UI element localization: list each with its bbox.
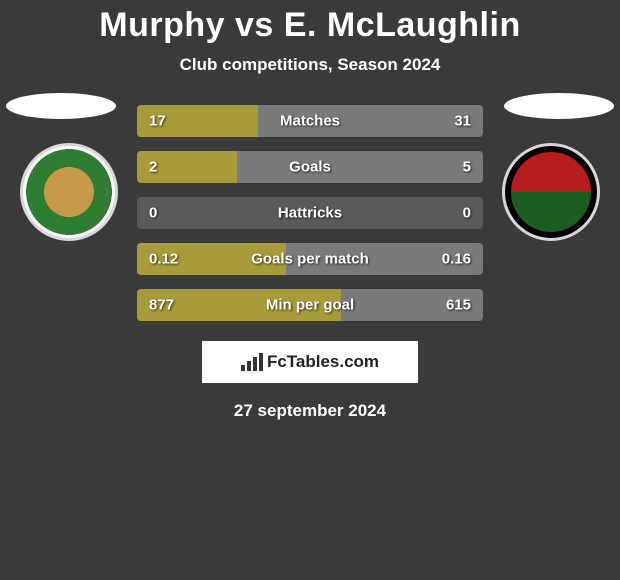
stat-value-right: 0	[463, 205, 471, 222]
bar-chart-icon	[241, 353, 263, 371]
team-badge-right	[502, 143, 600, 241]
stat-value-left: 17	[149, 113, 166, 130]
badge-inner-icon	[44, 167, 94, 217]
stat-value-right: 0.16	[442, 251, 471, 268]
team-badge-left	[20, 143, 118, 241]
brand-text: FcTables.com	[267, 352, 379, 372]
stat-label: Hattricks	[278, 205, 342, 222]
stat-bar-right	[237, 151, 483, 183]
stat-row: 0.12 0.16 Goals per match	[137, 243, 483, 275]
stat-value-left: 2	[149, 159, 157, 176]
subtitle: Club competitions, Season 2024	[0, 55, 620, 75]
stat-value-right: 615	[446, 297, 471, 314]
badge-bottom-icon	[511, 192, 591, 232]
stat-value-right: 31	[454, 113, 471, 130]
stats-list: 17 31 Matches 2 5 Goals 0 0 Hattricks 0.12 0.16 Goa…	[137, 105, 483, 321]
stat-row: 877 615 Min per goal	[137, 289, 483, 321]
badge-top-icon	[511, 152, 591, 192]
comparison-content: 17 31 Matches 2 5 Goals 0 0 Hattricks 0.12 0.16 Goa…	[0, 105, 620, 421]
player-photo-placeholder-left	[6, 93, 116, 119]
player-photo-placeholder-right	[504, 93, 614, 119]
stat-value-left: 0	[149, 205, 157, 222]
stat-value-left: 0.12	[149, 251, 178, 268]
stat-row: 17 31 Matches	[137, 105, 483, 137]
page-title: Murphy vs E. McLaughlin	[0, 6, 620, 45]
stat-row: 2 5 Goals	[137, 151, 483, 183]
stat-label: Goals	[289, 159, 331, 176]
stat-label: Goals per match	[251, 251, 369, 268]
stat-row: 0 0 Hattricks	[137, 197, 483, 229]
stat-label: Matches	[280, 113, 340, 130]
brand-box[interactable]: FcTables.com	[202, 341, 418, 383]
stat-label: Min per goal	[266, 297, 354, 314]
date-label: 27 september 2024	[0, 401, 620, 421]
header: Murphy vs E. McLaughlin Club competition…	[0, 0, 620, 75]
stat-value-right: 5	[463, 159, 471, 176]
stat-value-left: 877	[149, 297, 174, 314]
